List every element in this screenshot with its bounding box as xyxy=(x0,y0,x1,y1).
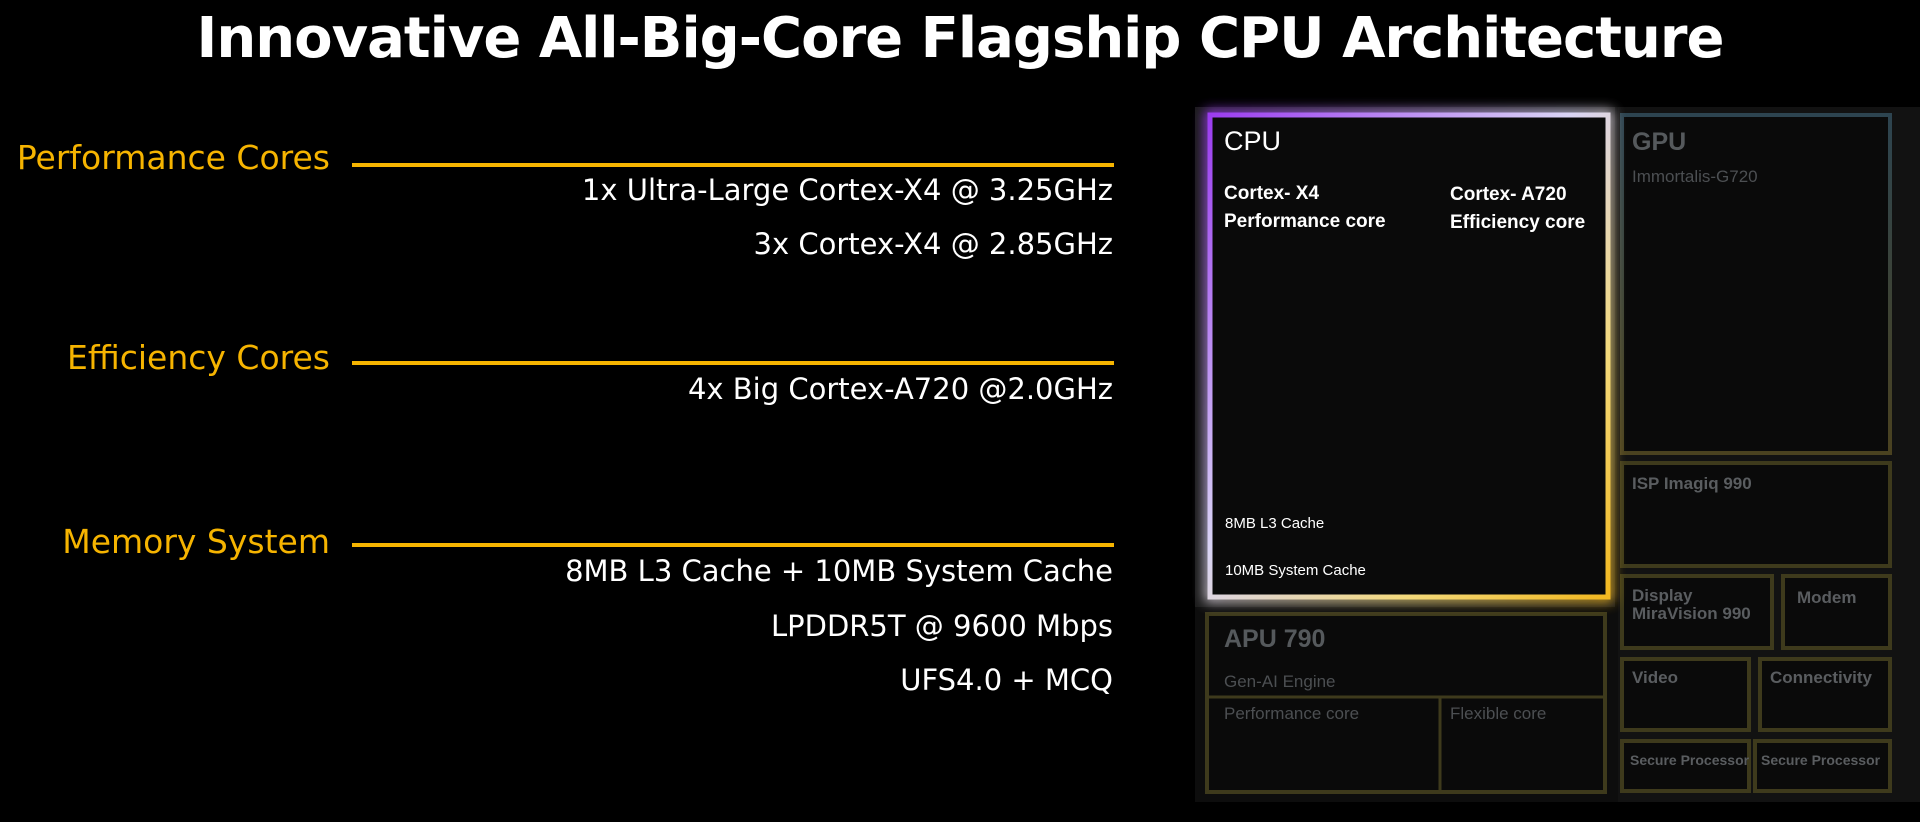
efficiency-cores-label: Efficiency Cores xyxy=(66,338,330,377)
performance-cores-divider xyxy=(352,163,1114,167)
secure-processor-label-1: Secure Processor xyxy=(1630,752,1750,768)
cpu-block xyxy=(1207,112,1611,600)
apu-perf-core: Performance core xyxy=(1224,704,1360,723)
memory-system-divider xyxy=(352,543,1114,547)
isp-label: ISP Imagiq 990 xyxy=(1632,474,1752,493)
modem-block xyxy=(1781,574,1892,650)
memory-spec-1: 8MB L3 Cache + 10MB System Cache xyxy=(565,554,1113,588)
cpu-eff-core-name: Cortex- A720 xyxy=(1450,184,1567,205)
apu-title: APU 790 xyxy=(1224,625,1326,653)
efficiency-cores-divider xyxy=(352,361,1114,365)
connectivity-block xyxy=(1758,657,1892,732)
secure-processor-block-2 xyxy=(1753,739,1892,793)
apu-flex-core: Flexible core xyxy=(1450,704,1547,723)
video-block xyxy=(1620,657,1751,732)
display-block xyxy=(1620,574,1774,650)
cpu-core-grid xyxy=(1212,165,1606,548)
slide-title: Innovative All-Big-Core Flagship CPU Arc… xyxy=(196,6,1725,71)
modem-label: Modem xyxy=(1797,588,1857,607)
cpu-perf-core-name: Cortex- X4 xyxy=(1224,183,1320,204)
efficiency-spec-1: 4x Big Cortex-A720 @2.0GHz xyxy=(687,372,1113,406)
memory-spec-3: UFS4.0 + MCQ xyxy=(900,663,1113,697)
memory-spec-2: LPDDR5T @ 9600 Mbps xyxy=(770,609,1113,643)
gpu-block xyxy=(1620,113,1892,455)
cpu-eff-core-type: Efficiency core xyxy=(1450,212,1586,233)
display-label-2: MiraVision 990 xyxy=(1632,604,1751,623)
performance-cores-label: Performance Cores xyxy=(16,138,330,177)
gpu-title: GPU xyxy=(1632,128,1687,156)
secure-processor-label-2: Secure Processor xyxy=(1761,752,1881,768)
secure-processor-block-1 xyxy=(1620,739,1751,793)
apu-block xyxy=(1205,612,1607,794)
performance-spec-2: 3x Cortex-X4 @ 2.85GHz xyxy=(753,227,1113,261)
connectivity-label: Connectivity xyxy=(1770,668,1873,687)
memory-system-label: Memory System xyxy=(62,522,330,561)
display-label: Display xyxy=(1632,586,1693,605)
gpu-subtitle: Immortalis-G720 xyxy=(1632,167,1758,186)
performance-spec-1: 1x Ultra-Large Cortex-X4 @ 3.25GHz xyxy=(581,173,1113,207)
apu-subtitle: Gen-AI Engine xyxy=(1224,672,1336,691)
isp-block xyxy=(1620,461,1892,568)
video-label: Video xyxy=(1632,668,1678,687)
cpu-l3-cache: 8MB L3 Cache xyxy=(1225,515,1325,532)
cpu-system-cache: 10MB System Cache xyxy=(1225,562,1366,579)
cpu-perf-core-type: Performance core xyxy=(1224,211,1386,232)
cpu-title: CPU xyxy=(1224,126,1282,156)
